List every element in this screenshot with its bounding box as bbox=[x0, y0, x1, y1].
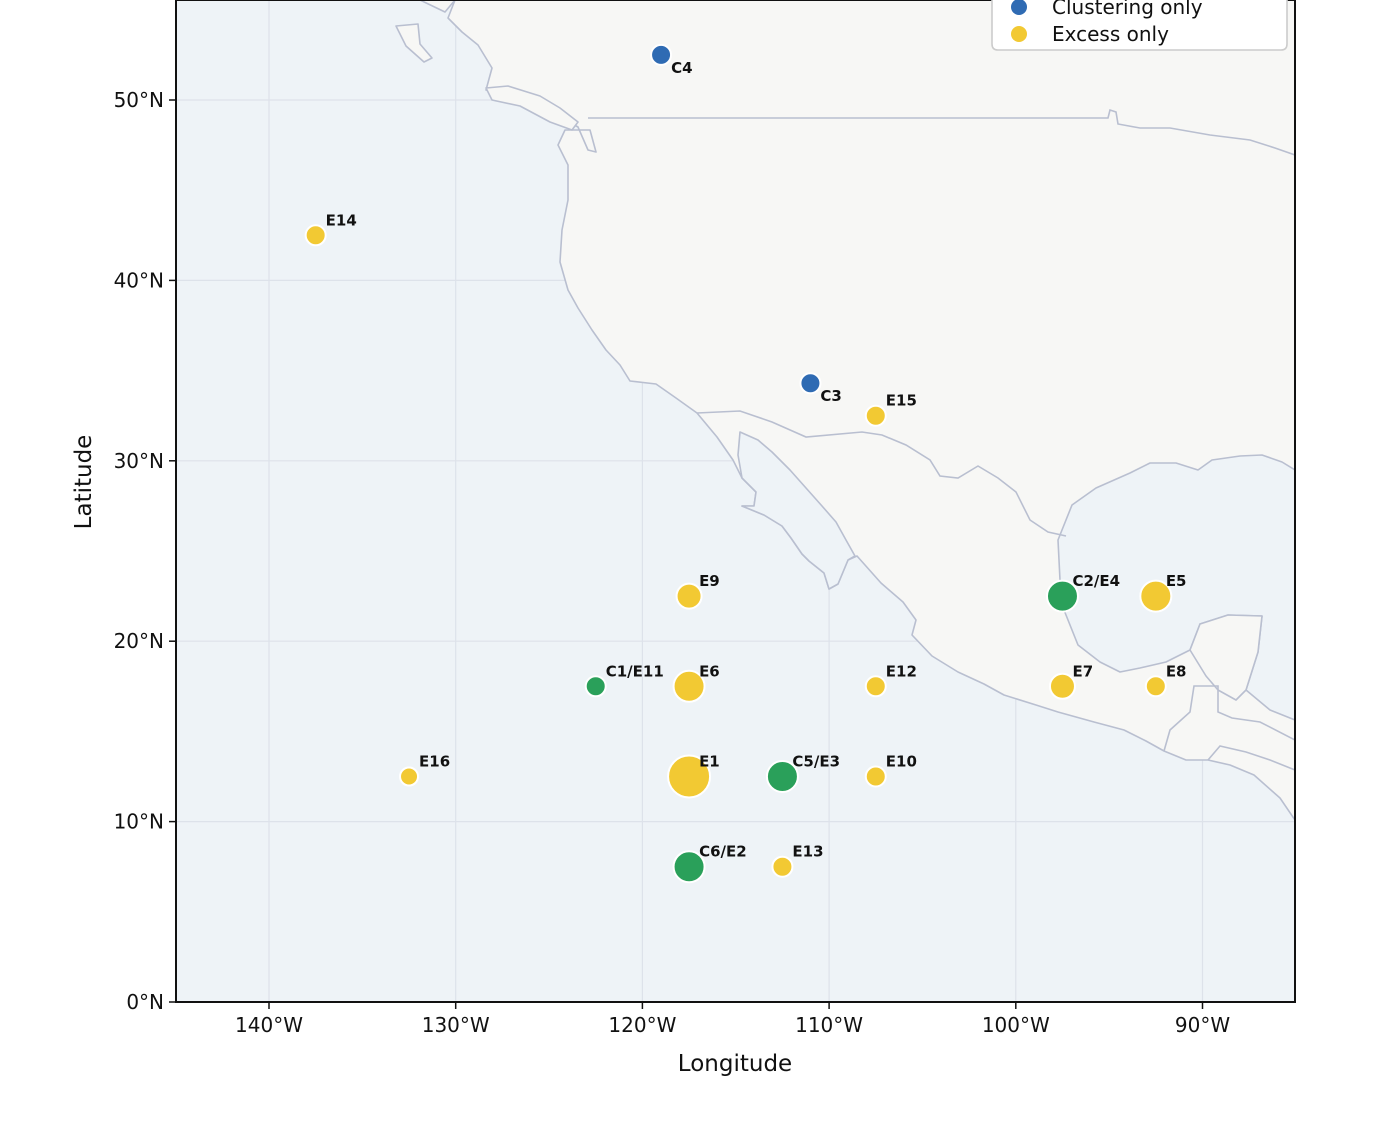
point-label-c2-e4: C2/E4 bbox=[1072, 572, 1120, 590]
gulf-of-california bbox=[737, 431, 856, 590]
y-tick-label-2: 20°N bbox=[114, 629, 164, 653]
point-label-c4: C4 bbox=[671, 59, 692, 77]
point-e13 bbox=[771, 855, 794, 878]
point-e8 bbox=[1144, 675, 1167, 698]
point-label-c3: C3 bbox=[820, 387, 841, 405]
point-e9 bbox=[675, 582, 703, 610]
point-label-c6-e2: C6/E2 bbox=[699, 843, 747, 861]
point-c5-e3 bbox=[765, 760, 799, 793]
y-axis-title: Latitude bbox=[71, 435, 97, 530]
point-c2-e4 bbox=[1045, 579, 1079, 613]
point-label-c1-e11: C1/E11 bbox=[606, 662, 664, 680]
x-tick-label-1: 130°W bbox=[422, 1013, 490, 1037]
point-e1 bbox=[667, 754, 712, 799]
point-c4 bbox=[650, 43, 673, 66]
point-label-e8: E8 bbox=[1166, 662, 1187, 680]
y-tick-label-5: 50°N bbox=[114, 88, 164, 112]
point-e7 bbox=[1048, 672, 1076, 700]
x-tick-label-4: 100°W bbox=[982, 1013, 1050, 1037]
legend-marker-clustering bbox=[1011, 0, 1027, 15]
us-canada-border bbox=[588, 108, 1295, 156]
legend-box bbox=[991, 0, 1288, 51]
point-c6-e2 bbox=[672, 850, 706, 884]
x-tick-label-0: 140°W bbox=[235, 1013, 303, 1037]
y-tick-label-3: 30°N bbox=[114, 449, 164, 473]
point-e10 bbox=[864, 765, 887, 788]
point-label-e14: E14 bbox=[326, 211, 357, 229]
point-c3 bbox=[799, 372, 822, 395]
point-label-e10: E10 bbox=[886, 753, 917, 771]
legend-label-excess: Excess only bbox=[1052, 22, 1169, 46]
legend-marker-excess bbox=[1011, 26, 1027, 42]
point-label-e9: E9 bbox=[699, 572, 720, 590]
yucatan-peninsula bbox=[1189, 614, 1263, 701]
x-tick-label-2: 120°W bbox=[608, 1013, 676, 1037]
vancouver-island bbox=[485, 85, 579, 131]
point-label-e6: E6 bbox=[699, 662, 720, 680]
point-e15 bbox=[864, 404, 887, 427]
point-e14 bbox=[304, 224, 327, 247]
point-label-e15: E15 bbox=[886, 392, 917, 410]
point-label-c5-e3: C5/E3 bbox=[792, 753, 840, 771]
point-label-e12: E12 bbox=[886, 662, 917, 680]
y-tick-label-4: 40°N bbox=[114, 268, 164, 292]
central-america-borders bbox=[1163, 685, 1295, 771]
point-label-e1: E1 bbox=[699, 753, 720, 771]
legend-label-clustering: Clustering only bbox=[1052, 0, 1203, 19]
point-e12 bbox=[864, 675, 887, 698]
legend: Clustering only Excess only bbox=[991, 0, 1288, 51]
data-points: C4 C3 E14 E15 E9 C2/E4 E5 C1/E11 E6 E12 E7 E8 E16 E1 C… bbox=[304, 43, 1187, 884]
point-label-e16: E16 bbox=[419, 753, 450, 771]
point-label-e7: E7 bbox=[1072, 662, 1093, 680]
y-tick-label-0: 0°N bbox=[126, 990, 164, 1014]
x-tick-label-5: 90°W bbox=[1175, 1013, 1230, 1037]
point-e16 bbox=[399, 766, 420, 787]
us-mexico-border bbox=[696, 410, 1067, 537]
x-axis-title: Longitude bbox=[678, 1051, 792, 1077]
y-tick-label-1: 10°N bbox=[114, 810, 164, 834]
x-tick-label-3: 110°W bbox=[795, 1013, 863, 1037]
point-c1-e11 bbox=[584, 675, 607, 698]
haida-gwaii bbox=[395, 23, 433, 63]
point-label-e13: E13 bbox=[792, 843, 823, 861]
point-e5 bbox=[1139, 579, 1173, 613]
axis-ticks: 140°W 130°W 120°W 110°W 100°W 90°W 0°N 10°N 20°N… bbox=[114, 88, 1231, 1037]
plot-frame bbox=[175, 0, 1296, 1003]
point-label-e5: E5 bbox=[1166, 572, 1187, 590]
gulf-of-mexico bbox=[1057, 454, 1295, 721]
point-e6 bbox=[672, 669, 706, 703]
